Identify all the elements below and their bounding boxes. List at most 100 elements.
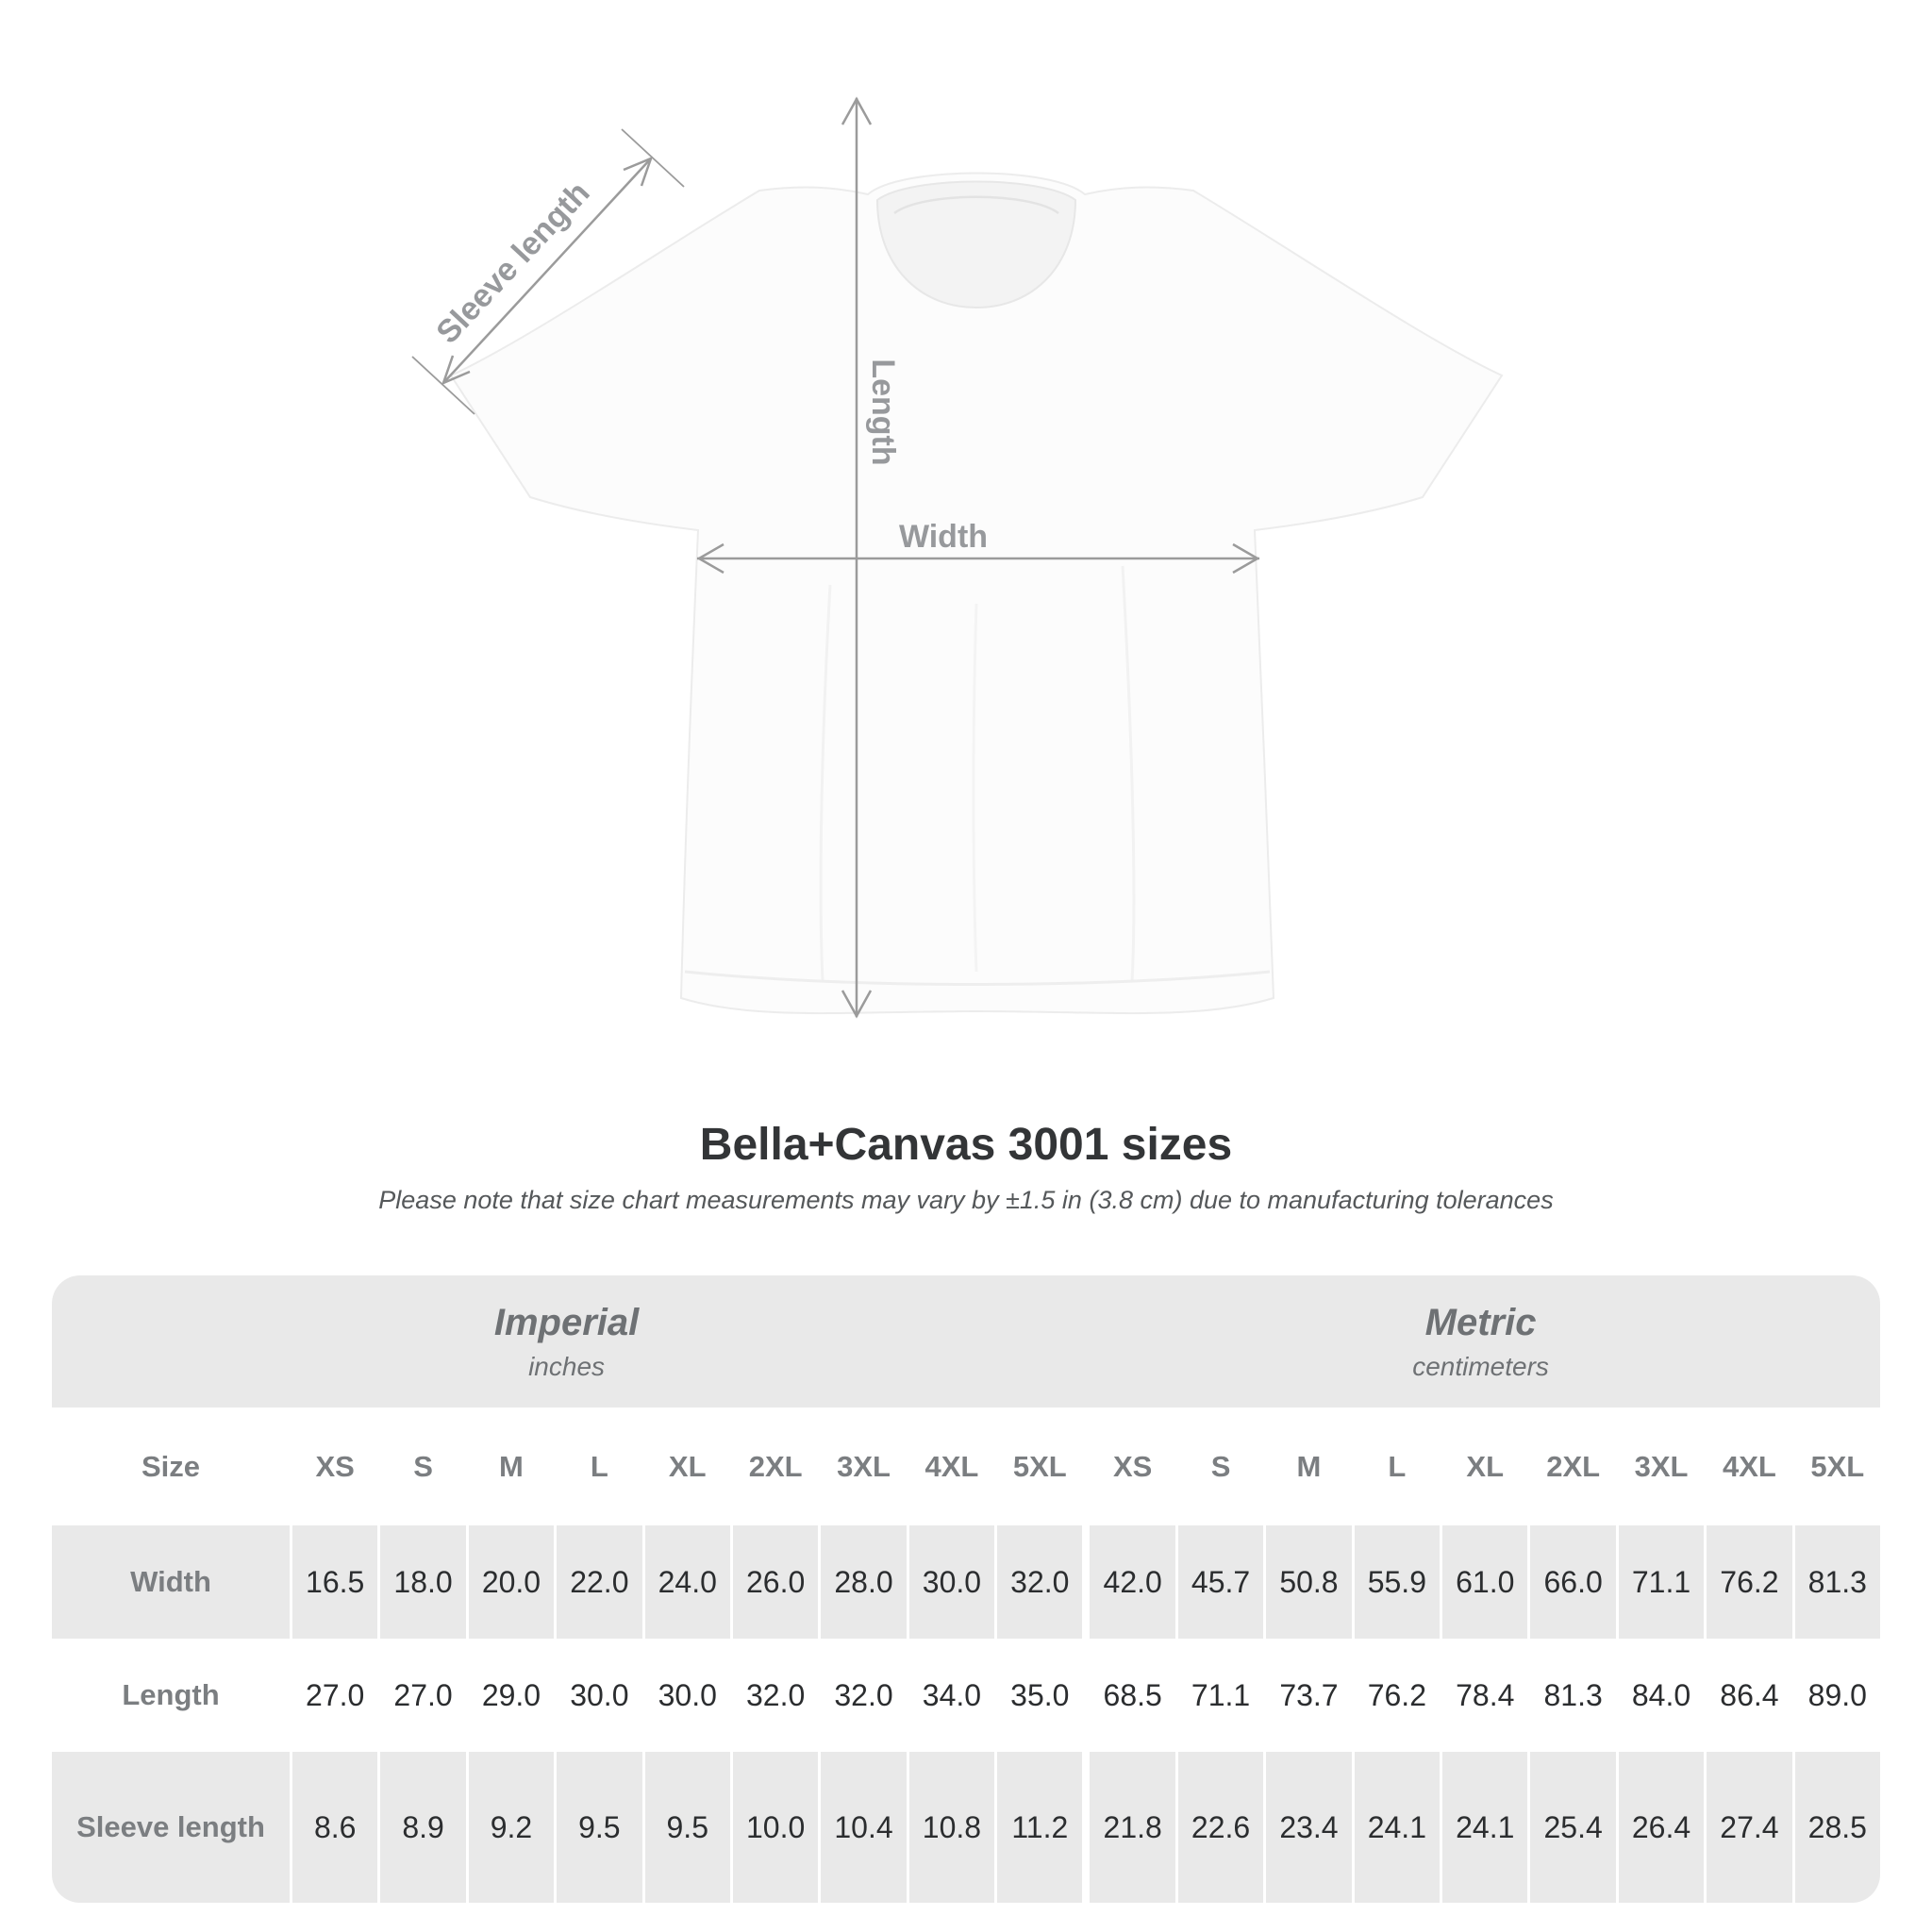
table-cell: 27.0	[380, 1639, 466, 1752]
size-header: 2XL	[732, 1407, 819, 1525]
table-cell: 32.0	[732, 1639, 819, 1752]
table-cell: 89.0	[1794, 1639, 1880, 1752]
length-label: Length	[865, 358, 901, 465]
table-cell: 24.1	[1442, 1752, 1528, 1903]
table-cell: 86.4	[1707, 1639, 1792, 1752]
size-table: Size XS S M L XL 2XL 3XL 4XL 5XL XS S M …	[52, 1407, 1880, 1903]
section-divider	[1085, 1407, 1087, 1525]
imperial-section-header: Imperial inches	[52, 1275, 1081, 1407]
table-cell: 28.5	[1794, 1752, 1880, 1903]
tshirt-body	[449, 172, 1504, 1015]
metric-label: Metric	[1424, 1301, 1537, 1343]
table-cell: 32.0	[997, 1525, 1083, 1639]
table-cell: 34.0	[908, 1639, 995, 1752]
section-divider	[1085, 1752, 1087, 1903]
page-title: Bella+Canvas 3001 sizes	[699, 1120, 1233, 1170]
table-cell: 20.0	[468, 1525, 555, 1639]
row-label-sleeve-length: Sleeve length	[52, 1752, 290, 1903]
table-cell: 32.0	[821, 1639, 907, 1752]
table-cell: 27.4	[1707, 1752, 1792, 1903]
fold-line	[972, 603, 978, 973]
table-cell: 73.7	[1266, 1639, 1352, 1752]
table-cell: 27.0	[292, 1639, 378, 1752]
table-cell: 10.0	[732, 1752, 819, 1903]
table-cell: 28.0	[821, 1525, 907, 1639]
heading-block: Bella+Canvas 3001 sizes Please note that…	[0, 1119, 1932, 1215]
table-cell: 30.0	[908, 1525, 995, 1639]
tshirt-illustration: Sleeve length Length Width	[411, 96, 1504, 1019]
table-cell: 30.0	[557, 1639, 642, 1752]
row-label-length: Length	[52, 1639, 290, 1752]
size-table-card: Imperial inches Metric centimeters Size …	[52, 1275, 1880, 1903]
table-cell: 84.0	[1618, 1639, 1705, 1752]
table-cell: 29.0	[468, 1639, 555, 1752]
table-cell: 10.8	[908, 1752, 995, 1903]
size-column-header: Size	[52, 1407, 290, 1525]
table-cell: 78.4	[1442, 1639, 1528, 1752]
table-cell: 23.4	[1266, 1752, 1352, 1903]
size-header: 5XL	[997, 1407, 1083, 1525]
sleeve-length-arrow	[411, 128, 685, 415]
size-header: L	[1354, 1407, 1441, 1525]
table-cell: 55.9	[1354, 1525, 1441, 1639]
metric-section-header: Metric centimeters	[1081, 1275, 1880, 1407]
table-cell: 81.3	[1794, 1525, 1880, 1639]
width-arrow	[696, 542, 1260, 575]
collar-band-seam	[893, 195, 1059, 215]
table-cell: 9.5	[644, 1752, 730, 1903]
table-cell: 8.6	[292, 1752, 378, 1903]
table-cell: 18.0	[380, 1525, 466, 1639]
table-cell: 81.3	[1530, 1639, 1616, 1752]
tshirt-collar	[875, 180, 1077, 309]
fold-line	[819, 584, 832, 982]
table-cell: 16.5	[292, 1525, 378, 1639]
table-cell: 10.4	[821, 1752, 907, 1903]
size-header: S	[380, 1407, 466, 1525]
table-cell: 25.4	[1530, 1752, 1616, 1903]
table-cell: 71.1	[1618, 1525, 1705, 1639]
table-cell: 68.5	[1090, 1639, 1175, 1752]
table-cell: 9.5	[557, 1752, 642, 1903]
table-cell: 76.2	[1707, 1525, 1792, 1639]
size-header: 4XL	[908, 1407, 995, 1525]
size-header: XS	[292, 1407, 378, 1525]
section-divider	[1085, 1525, 1087, 1639]
metric-unit: centimeters	[1412, 1351, 1549, 1381]
size-header: S	[1177, 1407, 1264, 1525]
width-label: Width	[899, 519, 988, 555]
table-cell: 30.0	[644, 1639, 730, 1752]
page-subtitle: Please note that size chart measurements…	[378, 1186, 1554, 1215]
table-cell: 11.2	[997, 1752, 1083, 1903]
table-cell: 26.4	[1618, 1752, 1705, 1903]
table-cell: 76.2	[1354, 1639, 1441, 1752]
table-cell: 50.8	[1266, 1525, 1352, 1639]
table-cell: 8.9	[380, 1752, 466, 1903]
imperial-label: Imperial	[493, 1301, 640, 1343]
table-cell: 26.0	[732, 1525, 819, 1639]
units-band: Imperial inches Metric centimeters	[52, 1275, 1880, 1407]
table-cell: 42.0	[1090, 1525, 1175, 1639]
table-cell: 35.0	[997, 1639, 1083, 1752]
size-header: L	[557, 1407, 642, 1525]
size-header: 3XL	[1618, 1407, 1705, 1525]
size-header: M	[1266, 1407, 1352, 1525]
hem-seam	[684, 970, 1271, 986]
size-header: 5XL	[1794, 1407, 1880, 1525]
row-label-width: Width	[52, 1525, 290, 1639]
size-header: 4XL	[1707, 1407, 1792, 1525]
table-cell: 21.8	[1090, 1752, 1175, 1903]
size-header: XS	[1090, 1407, 1175, 1525]
table-cell: 22.0	[557, 1525, 642, 1639]
table-cell: 61.0	[1442, 1525, 1528, 1639]
size-header: M	[468, 1407, 555, 1525]
section-divider	[1085, 1639, 1087, 1752]
table-cell: 71.1	[1177, 1639, 1264, 1752]
size-header: 2XL	[1530, 1407, 1616, 1525]
fold-line	[1121, 565, 1136, 982]
table-cell: 9.2	[468, 1752, 555, 1903]
tshirt-diagram: Sleeve length Length Width	[411, 96, 1504, 1019]
table-cell: 22.6	[1177, 1752, 1264, 1903]
size-header: XL	[1442, 1407, 1528, 1525]
size-header: 3XL	[821, 1407, 907, 1525]
